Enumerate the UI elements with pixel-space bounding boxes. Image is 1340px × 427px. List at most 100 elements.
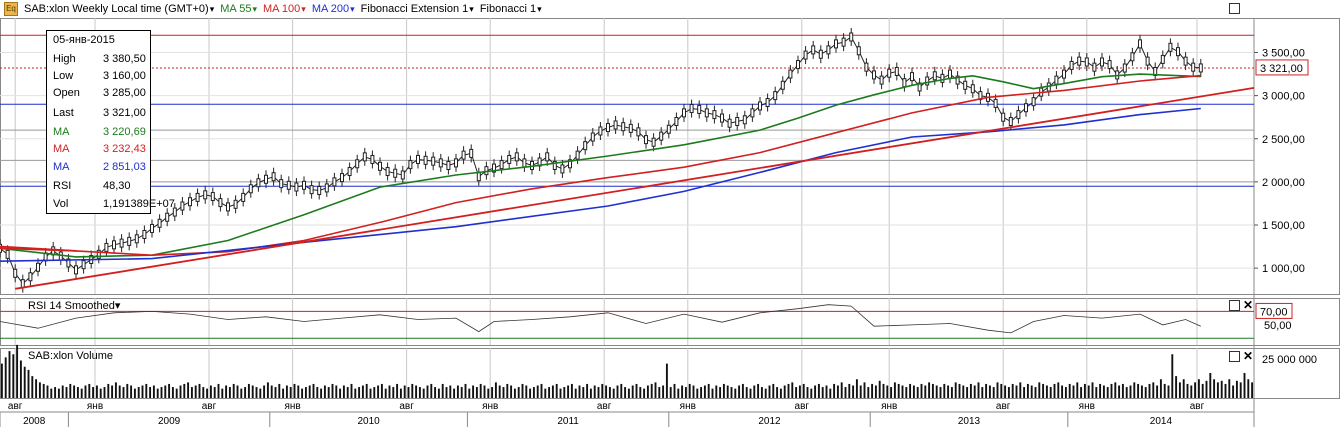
- volume-bar: [1186, 383, 1189, 398]
- price-candle-body: [203, 190, 208, 200]
- volume-bar: [1213, 379, 1216, 398]
- volume-bar: [890, 387, 893, 398]
- volume-bar: [171, 387, 174, 398]
- app-logo-icon: Eq: [4, 2, 18, 16]
- month-label: янв: [881, 401, 897, 412]
- volume-bar: [521, 383, 524, 398]
- volume-bar: [897, 383, 900, 398]
- volume-bar: [570, 383, 573, 398]
- volume-bar: [1205, 380, 1208, 398]
- price-candle-body: [370, 154, 375, 164]
- volume-bar: [1251, 382, 1254, 398]
- volume-bar: [696, 388, 699, 398]
- volume-bar: [266, 382, 269, 398]
- volume-bar: [1148, 383, 1151, 398]
- price-candle-body: [811, 45, 816, 55]
- fib-extension-dropdown[interactable]: Fibonacci Extension 1: [361, 3, 474, 15]
- symbol-dropdown[interactable]: SAB:xlon Weekly Local time (GMT+0): [24, 3, 214, 15]
- volume-bar: [183, 383, 186, 398]
- ma55-dropdown[interactable]: MA 55: [220, 3, 257, 15]
- price-candle-body: [674, 117, 679, 126]
- volume-bar: [981, 387, 984, 398]
- volume-bar: [464, 383, 467, 398]
- volume-bar: [722, 383, 725, 398]
- volume-bar: [437, 388, 440, 398]
- price-candle-body: [81, 260, 86, 270]
- volume-bar: [601, 383, 604, 398]
- volume-bar: [373, 387, 376, 398]
- price-candle-body: [195, 192, 200, 202]
- volume-bar: [958, 383, 961, 398]
- volume-bar: [810, 388, 813, 398]
- volume-bar: [323, 385, 326, 398]
- volume-bar: [544, 388, 547, 398]
- volume-bar: [1042, 383, 1045, 398]
- volume-bar: [221, 388, 224, 398]
- volume-bar: [966, 387, 969, 398]
- volume-bar: [931, 383, 934, 398]
- volume-bar: [1038, 382, 1041, 398]
- data-window: 05-янв-2015 High 3 380,50 Low 3 160,00 Ope…: [46, 30, 175, 214]
- volume-bar: [1106, 387, 1109, 398]
- volume-bar: [149, 387, 152, 398]
- month-label: авг: [795, 401, 810, 412]
- rsi-tick-label: 50,00: [1264, 320, 1292, 332]
- month-label: янв: [482, 401, 498, 412]
- volume-bar: [1091, 382, 1094, 398]
- volume-bar: [240, 388, 243, 398]
- volume-bar: [833, 383, 836, 398]
- volume-bar: [1133, 382, 1136, 398]
- volume-bar: [977, 382, 980, 398]
- year-label: 2009: [158, 416, 181, 427]
- volume-bar: [608, 387, 611, 398]
- volume-bar: [692, 385, 695, 398]
- ma100-dropdown[interactable]: MA 100: [263, 3, 306, 15]
- data-value: 3 160,00: [103, 70, 146, 82]
- volume-bar: [559, 388, 562, 398]
- maximize-rsi-panel-icon[interactable]: [1229, 300, 1240, 311]
- rsi-title-text: RSI 14 Smoothed: [28, 300, 115, 312]
- data-value: 3 380,50: [103, 53, 146, 65]
- volume-bar: [1034, 387, 1037, 398]
- volume-bar: [247, 383, 250, 398]
- price-candle-body: [134, 234, 139, 244]
- volume-bar: [297, 385, 300, 398]
- volume-bar: [795, 387, 798, 398]
- maximize-price-panel-icon[interactable]: [1229, 3, 1240, 14]
- ma200-dropdown[interactable]: MA 200: [312, 3, 355, 15]
- volume-bar: [160, 387, 163, 398]
- volume-bar: [342, 385, 345, 398]
- price-tick-label: 1 500,00: [1262, 220, 1305, 232]
- volume-bar: [346, 387, 349, 398]
- volume-bar: [1114, 382, 1117, 398]
- volume-bar: [620, 383, 623, 398]
- volume-bar: [772, 383, 775, 398]
- volume-bar: [213, 387, 216, 398]
- volume-panel: [0, 344, 1254, 398]
- price-candle-body: [750, 108, 755, 118]
- volume-bar: [1163, 383, 1166, 398]
- data-key: Low: [53, 70, 74, 82]
- rsi-panel-title[interactable]: RSI 14 Smoothed▾: [28, 299, 120, 312]
- price-candle-body: [659, 131, 664, 141]
- price-candle-body: [104, 242, 109, 252]
- volume-bar: [624, 387, 627, 398]
- volume-bar: [517, 387, 520, 398]
- price-candle-body: [226, 202, 230, 212]
- price-candle-body: [492, 163, 496, 173]
- maximize-volume-panel-icon[interactable]: [1229, 351, 1240, 362]
- volume-bar: [806, 387, 809, 398]
- fibonacci-dropdown[interactable]: Fibonacci 1: [480, 3, 542, 15]
- volume-bar: [1137, 383, 1140, 398]
- chevron-down-icon[interactable]: ▾: [114, 300, 121, 312]
- volume-bar: [377, 385, 380, 398]
- volume-bar: [88, 383, 91, 398]
- price-candle-body: [552, 160, 557, 170]
- close-rsi-panel-icon[interactable]: ✕: [1243, 298, 1254, 312]
- close-volume-panel-icon[interactable]: ✕: [1243, 349, 1254, 363]
- volume-bar: [578, 385, 581, 398]
- price-candle-body: [613, 120, 618, 130]
- volume-bar: [418, 387, 421, 398]
- price-candle-body: [431, 156, 436, 166]
